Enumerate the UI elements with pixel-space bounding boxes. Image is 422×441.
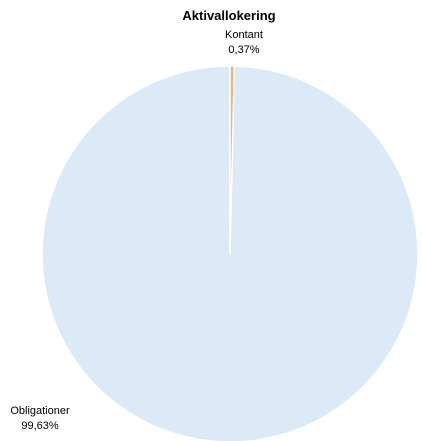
chart-title: Aktivallokering [182, 8, 275, 23]
pie-slice-kontant [229, 65, 236, 255]
slice-label-obligationer-value: 99,63% [21, 420, 59, 432]
slice-label-kontant-value: 0,37% [228, 44, 259, 56]
slice-label-kontant-name: Kontant [225, 29, 263, 41]
pie-slices [41, 65, 419, 441]
slice-label-obligationer-name: Obligationer [10, 405, 70, 417]
